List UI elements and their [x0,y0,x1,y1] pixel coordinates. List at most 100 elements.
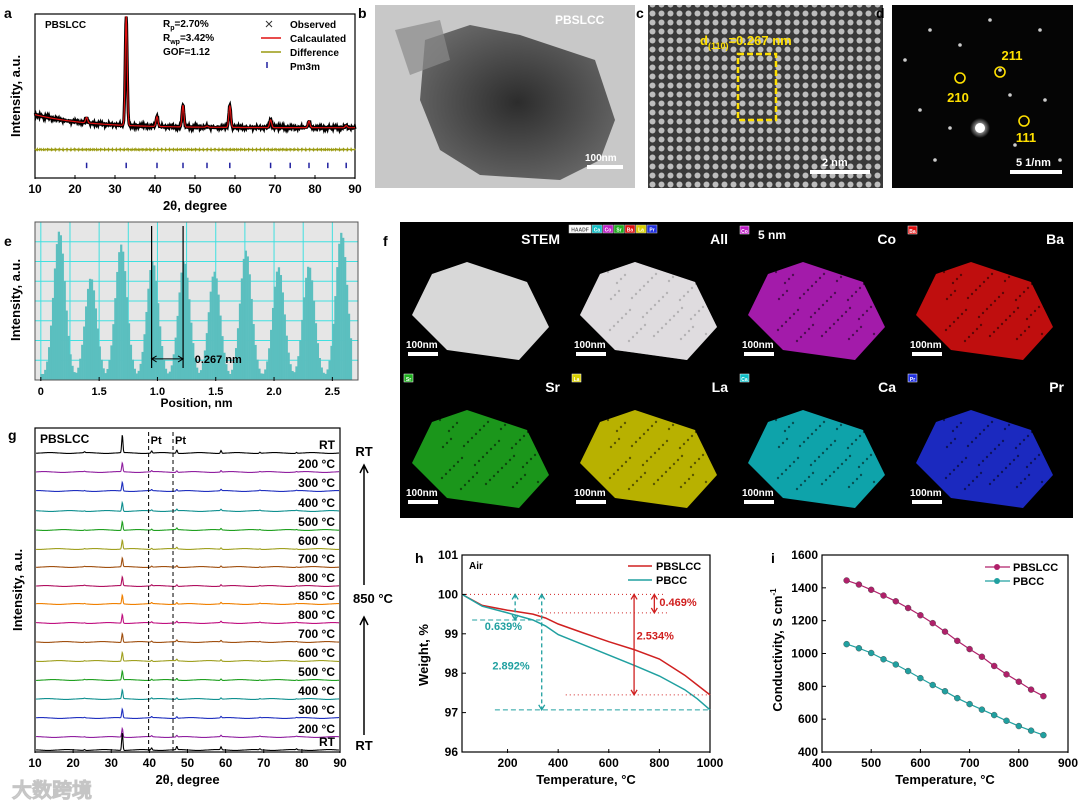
noise-speck [477,459,481,463]
data-point [880,656,887,663]
noise-speck [817,455,821,459]
legend-chip-label: HAADF [571,228,589,234]
noise-speck [1003,279,1007,283]
noise-speck [608,476,612,480]
x-tick-label: 0 [38,386,44,398]
noise-speck [1003,427,1007,431]
noise-speck [485,451,489,455]
noise-speck [951,429,955,433]
x-tick-label: 60 [219,756,233,770]
noise-speck [1038,422,1042,426]
noise-speck [1000,470,1004,474]
scale-label: 100nm [574,488,606,499]
noise-speck [855,477,859,481]
map-label: Co [877,231,896,247]
noise-speck [806,436,810,440]
noise-speck [1022,438,1026,442]
data-point [1003,671,1010,678]
scale-label: 100nm [742,340,774,351]
element-chip [571,373,582,383]
noise-speck [872,480,876,484]
noise-speck [799,335,803,339]
noise-speck [861,313,865,317]
noise-speck [697,457,701,461]
profile-bar [166,373,170,380]
x-tick-label: 800 [649,756,669,770]
legend-label: PBSLCC [656,561,701,573]
unit-superscript: -1 [769,588,778,596]
element-chip-label: La [574,377,580,383]
profile-bar [283,314,286,380]
trace-label: 600 °C [298,646,335,660]
noise-speck [945,445,949,449]
noise-speck [774,270,778,274]
x-axis-title: Position, nm [161,396,233,410]
trace-label: 850 °C [298,589,335,603]
noise-speck [985,455,989,459]
noise-speck [857,317,861,321]
noise-speck [482,424,486,428]
profile-bar [301,319,304,380]
profile-bar [100,359,103,380]
noise-speck [533,453,537,457]
x-axis-title: Temperature, °C [895,772,995,787]
noise-speck [643,471,647,475]
tga-curve-pbslcc [461,593,711,696]
panel-letter: c [636,5,644,21]
arrow-pbslcc-high-heads [630,593,638,697]
x-tick-label: 10 [28,182,42,196]
noise-speck [654,420,658,424]
noise-speck [833,291,837,295]
y-tick-label: 400 [798,745,818,759]
x-axis-title: 2θ, degree [163,198,227,213]
noise-speck [869,305,873,309]
x-tick-label: 600 [599,756,619,770]
noise-speck [1037,453,1041,457]
legend-marker [994,564,1000,570]
scale-bar [1010,170,1062,174]
element-distribution [412,410,549,508]
xrd-trace [36,538,339,550]
noise-speck [444,472,448,476]
profile-bar [135,373,138,380]
data-point [917,612,924,619]
profile-bar [59,235,62,380]
noise-speck [1034,426,1038,430]
legend-label: Pm3m [290,62,320,73]
noise-speck [866,426,870,430]
noise-speck [809,463,813,467]
noise-speck [652,482,656,486]
profile-bar [270,329,273,380]
noise-speck [1016,306,1020,310]
profile-bar [81,344,84,380]
noise-speck [1001,291,1005,295]
profile-bar [94,308,98,380]
noise-speck [865,457,869,461]
noise-speck [989,303,993,307]
profile-bar [242,258,246,380]
profile-bar [51,297,55,380]
profile-bar [250,298,253,380]
x-tick-label: 60 [228,182,242,196]
data-point [941,688,949,695]
profile-bar [256,359,259,380]
particle-image [420,25,615,180]
profile-bar [207,312,210,380]
diffraction-spot [1038,28,1042,32]
profile-bar [217,294,220,380]
noise-speck [701,453,705,457]
noise-speck [628,456,632,460]
noise-speck [455,421,459,425]
pt-label: Pt [151,435,162,447]
x-tick-label: 70 [268,182,282,196]
noise-speck [1025,465,1029,469]
noise-speck [791,421,795,425]
noise-speck [821,303,825,307]
noise-speck [1001,439,1005,443]
noise-speck [861,461,865,465]
data-point [868,649,875,657]
x-tick-label: 1.5 [208,386,223,398]
profile-bar [236,328,240,380]
arrow-pbcc-high-heads [538,593,546,712]
noise-speck [675,419,679,423]
